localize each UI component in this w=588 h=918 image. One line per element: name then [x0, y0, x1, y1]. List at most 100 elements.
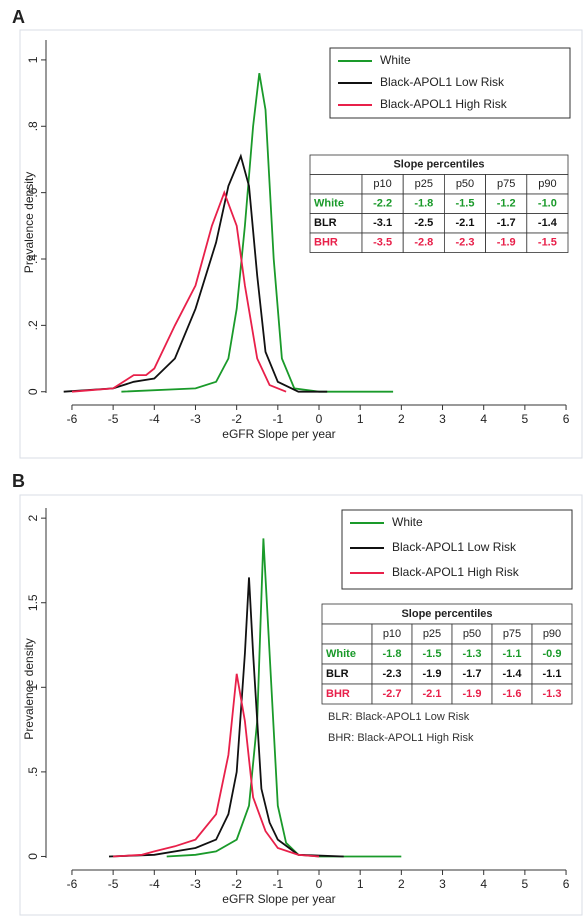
table-row-label: BLR	[326, 668, 349, 680]
table-value: -2.1	[423, 688, 442, 700]
table-title: Slope percentiles	[401, 608, 492, 620]
x-tick-label: -6	[67, 412, 78, 426]
table-row-label: BLR	[314, 217, 337, 229]
y-tick-label: 1	[26, 56, 40, 63]
density-line	[121, 73, 394, 393]
table-cell	[309, 174, 363, 195]
x-tick-label: -6	[67, 877, 78, 891]
table-header: p25	[423, 628, 441, 640]
x-tick-label: 6	[563, 877, 570, 891]
table-value: -1.6	[503, 688, 522, 700]
table-value: -2.3	[456, 237, 475, 249]
x-tick-label: 5	[522, 412, 529, 426]
table-value: -1.2	[497, 198, 516, 210]
legend-label: Black-APOL1 Low Risk	[380, 75, 505, 89]
table-value: -1.5	[423, 648, 442, 660]
x-tick-label: 4	[480, 412, 487, 426]
panel-frame	[19, 29, 583, 459]
table-value: -2.3	[383, 668, 402, 680]
y-tick-label: 0	[26, 853, 40, 860]
table-title: Slope percentiles	[393, 159, 484, 171]
annotation: BHR: Black-APOL1 High Risk	[328, 732, 474, 744]
table-value: -1.8	[414, 198, 433, 210]
y-tick-label: 1	[26, 684, 40, 691]
table-value: -2.1	[456, 217, 475, 229]
density-line	[113, 673, 320, 858]
x-tick-label: -5	[108, 412, 119, 426]
table-value: -1.9	[497, 237, 516, 249]
table-value: -1.8	[383, 648, 402, 660]
panel-frame	[19, 494, 583, 916]
x-tick-label: -3	[190, 412, 201, 426]
legend-box	[341, 509, 573, 590]
table-header: p50	[456, 178, 474, 190]
table-value: -3.5	[373, 237, 392, 249]
table-header: p90	[543, 628, 561, 640]
table-value: -1.4	[503, 668, 523, 680]
y-tick-label: .2	[26, 320, 40, 330]
y-tick-label: 1.5	[26, 594, 40, 611]
x-tick-label: 5	[522, 877, 529, 891]
legend-label: Black-APOL1 High Risk	[380, 97, 508, 111]
table-value: -1.3	[543, 688, 562, 700]
x-tick-label: 3	[439, 412, 446, 426]
table-value: -1.3	[463, 648, 482, 660]
table-value: -1.1	[503, 648, 522, 660]
x-tick-label: 0	[316, 412, 323, 426]
table-value: -1.5	[456, 198, 475, 210]
legend-label: Black-APOL1 Low Risk	[392, 540, 517, 554]
density-line	[63, 153, 328, 393]
x-tick-label: 3	[439, 877, 446, 891]
x-tick-label: 6	[563, 412, 570, 426]
x-tick-label: -2	[231, 877, 242, 891]
panel-label: B	[12, 471, 25, 491]
table-value: -2.5	[414, 217, 433, 229]
x-axis-label: eGFR Slope per year	[222, 892, 335, 906]
x-tick-label: 2	[398, 877, 405, 891]
table-value: -1.9	[423, 668, 442, 680]
table-value: -1.9	[463, 688, 482, 700]
table-value: -1.5	[538, 237, 557, 249]
x-tick-label: -5	[108, 877, 119, 891]
table-value: -2.2	[373, 198, 392, 210]
table-header: p10	[373, 178, 391, 190]
y-tick-label: .5	[26, 767, 40, 777]
density-line	[71, 190, 287, 393]
table-cell	[531, 683, 573, 705]
table-value: -1.7	[463, 668, 482, 680]
table-value: -3.1	[373, 217, 392, 229]
table-header: p75	[497, 178, 515, 190]
table-value: -1.4	[538, 217, 558, 229]
x-tick-label: -4	[149, 412, 160, 426]
legend-label: Black-APOL1 High Risk	[392, 565, 520, 579]
panel-label: A	[12, 7, 25, 27]
table-row-label: BHR	[326, 688, 350, 700]
table-cell	[321, 623, 373, 645]
x-tick-label: -1	[272, 877, 283, 891]
table-value: -0.9	[543, 648, 562, 660]
table-row-label: White	[326, 648, 356, 660]
y-tick-label: 0	[26, 388, 40, 395]
table-header: p10	[383, 628, 401, 640]
y-axis-label: Prevalence density	[22, 638, 36, 739]
legend-label: White	[392, 515, 423, 529]
annotation: BLR: Black-APOL1 Low Risk	[328, 711, 470, 723]
legend-label: White	[380, 53, 411, 67]
table-value: -2.8	[414, 237, 433, 249]
x-tick-label: 1	[357, 412, 364, 426]
y-tick-label: .8	[26, 121, 40, 131]
table-header: p50	[463, 628, 481, 640]
x-tick-label: 4	[480, 877, 487, 891]
table-header: p90	[538, 178, 556, 190]
table-header: p75	[503, 628, 521, 640]
table-row-label: BHR	[314, 237, 338, 249]
table-cell	[526, 232, 569, 253]
x-tick-label: -1	[272, 412, 283, 426]
table-value: -2.7	[383, 688, 402, 700]
table-value: -1.7	[497, 217, 516, 229]
table-value: -1.1	[543, 668, 562, 680]
density-line	[108, 577, 344, 858]
x-tick-label: 0	[316, 877, 323, 891]
y-tick-label: .6	[26, 187, 40, 197]
